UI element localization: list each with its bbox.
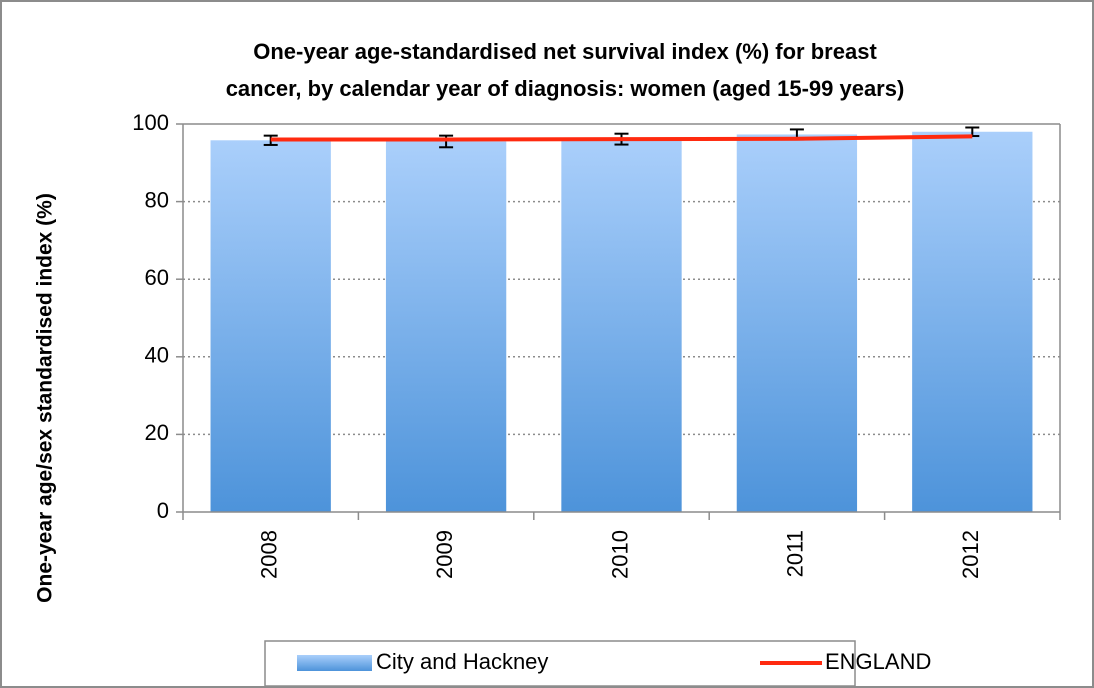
x-tick-label: 2009 bbox=[432, 530, 457, 579]
legend-label: ENGLAND bbox=[825, 649, 931, 674]
y-tick-label: 0 bbox=[157, 498, 169, 523]
chart-title: cancer, by calendar year of diagnosis: w… bbox=[226, 76, 905, 101]
y-tick-label: 80 bbox=[145, 187, 169, 212]
bar bbox=[210, 140, 331, 512]
y-tick-label: 40 bbox=[145, 343, 169, 368]
legend-label: City and Hackney bbox=[376, 649, 548, 674]
bar bbox=[736, 134, 858, 512]
x-tick-label: 2008 bbox=[257, 530, 282, 579]
y-tick-label: 60 bbox=[145, 265, 169, 290]
chart-title: One-year age-standardised net survival i… bbox=[253, 39, 877, 64]
x-tick-label: 2010 bbox=[607, 530, 632, 579]
line-series bbox=[270, 134, 973, 142]
y-tick-label: 100 bbox=[132, 110, 169, 135]
bar bbox=[561, 139, 682, 512]
y-tick-label: 20 bbox=[145, 420, 169, 445]
bar bbox=[912, 131, 1033, 512]
legend-swatch bbox=[297, 655, 372, 671]
bar bbox=[385, 141, 507, 512]
y-axis-title: One-year age/sex standardised index (%) bbox=[34, 193, 57, 603]
x-tick-label: 2012 bbox=[958, 530, 983, 579]
x-tick-label: 2011 bbox=[783, 530, 808, 577]
